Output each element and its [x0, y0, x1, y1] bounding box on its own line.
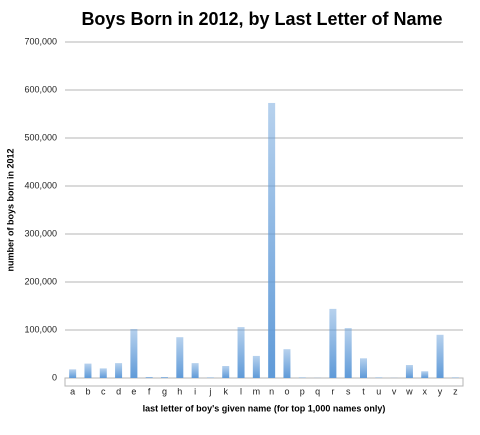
x-tick-label: d	[116, 386, 121, 396]
x-tick-label: s	[346, 386, 351, 396]
x-tick-label: v	[392, 386, 397, 396]
x-tick-label: l	[240, 386, 242, 396]
x-tick-label: u	[376, 386, 381, 396]
x-tick-label: x	[422, 386, 427, 396]
x-tick-label: e	[131, 386, 136, 396]
x-tick-label: k	[223, 386, 228, 396]
bar	[99, 368, 107, 378]
x-tick-label: j	[208, 386, 211, 396]
y-axis-title: number of boys born in 2012	[5, 148, 15, 271]
x-tick-label: y	[438, 386, 443, 396]
x-tick-label: t	[362, 386, 365, 396]
bar	[161, 377, 168, 378]
x-axis-title: last letter of boy's given name (for top…	[143, 403, 386, 413]
bar	[145, 377, 153, 378]
bar	[69, 369, 77, 378]
bar	[115, 363, 123, 378]
bar	[405, 365, 413, 378]
y-tick-label: 200,000	[24, 276, 57, 286]
chart-title: Boys Born in 2012, by Last Letter of Nam…	[81, 9, 442, 29]
bar	[421, 371, 429, 378]
plot-frame	[64, 377, 464, 387]
y-tick-label: 100,000	[24, 324, 57, 334]
x-tick-label: i	[194, 386, 196, 396]
x-tick-label: m	[253, 386, 261, 396]
bar	[130, 329, 138, 378]
bar	[84, 363, 92, 378]
bar	[222, 366, 230, 378]
x-tick-label: o	[284, 386, 289, 396]
bar	[360, 358, 367, 378]
bar	[436, 334, 444, 378]
bar	[283, 349, 291, 378]
y-tick-label: 500,000	[24, 132, 57, 142]
y-tick-label: 600,000	[24, 84, 57, 94]
bar	[329, 308, 337, 378]
y-tick-label: 0	[52, 372, 57, 382]
bar	[237, 327, 245, 378]
x-tick-label: h	[177, 386, 182, 396]
y-tick-label: 400,000	[24, 180, 57, 190]
x-tick-label: q	[315, 386, 320, 396]
x-tick-label: z	[453, 386, 458, 396]
x-tick-label: r	[331, 386, 334, 396]
x-tick-label: f	[148, 386, 151, 396]
bar	[344, 328, 352, 378]
x-tick-label: n	[269, 386, 274, 396]
bar	[191, 363, 199, 378]
x-tick-label: g	[162, 386, 167, 396]
bar	[252, 355, 260, 378]
x-tick-label: a	[70, 386, 75, 396]
x-tick-label: w	[405, 386, 413, 396]
y-tick-label: 300,000	[24, 228, 57, 238]
bar	[268, 102, 276, 379]
x-tick-label: c	[101, 386, 106, 396]
x-tick-label: b	[85, 386, 90, 396]
y-tick-label: 700,000	[24, 36, 57, 46]
bar	[176, 337, 184, 378]
x-tick-label: p	[300, 386, 305, 396]
